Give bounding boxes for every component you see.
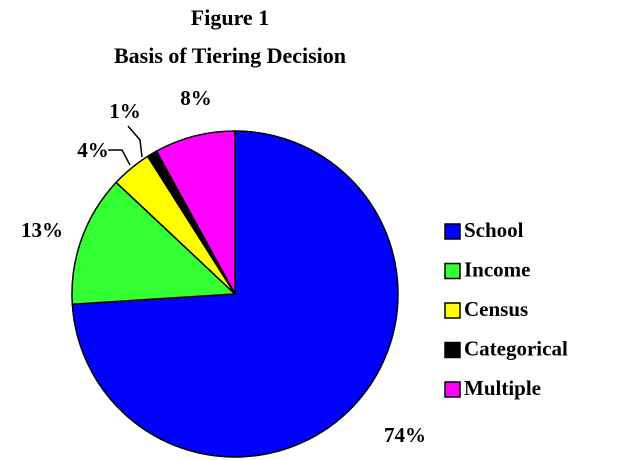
chart-title: Figure 1: [191, 5, 269, 30]
pie-slice: [155, 130, 236, 295]
data-label: 4%: [77, 138, 109, 162]
legend-label: School: [464, 218, 524, 242]
legend-swatch: [444, 262, 461, 280]
data-label: 74%: [384, 423, 426, 447]
legend-label: Census: [464, 297, 528, 321]
legend-swatch: [444, 381, 461, 398]
leader-line: [127, 125, 143, 158]
legend-swatch: [444, 223, 461, 240]
legend-swatch: [444, 302, 461, 319]
data-label: 1%: [109, 99, 141, 123]
legend-label: Categorical: [464, 336, 568, 360]
legend-swatch: [444, 341, 461, 359]
data-label: 13%: [21, 218, 63, 242]
chart-subtitle: Basis of Tiering Decision: [114, 43, 346, 68]
legend-label: Multiple: [464, 376, 541, 400]
pie-slice: [71, 181, 237, 306]
leader-line: [108, 149, 131, 166]
data-label: 8%: [180, 86, 212, 110]
legend-label: Income: [464, 257, 531, 281]
